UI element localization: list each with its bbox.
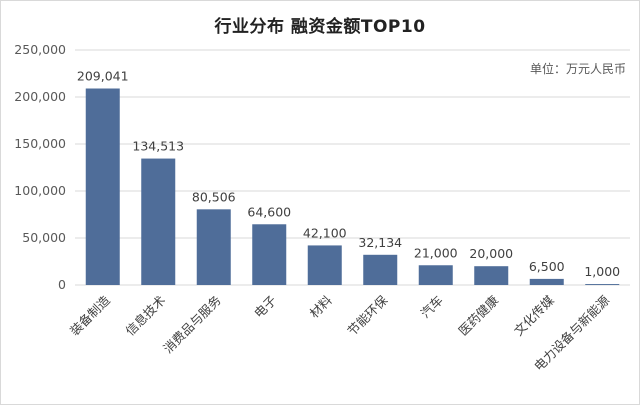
x-category-label: 电子	[251, 293, 279, 321]
bar	[307, 245, 342, 285]
x-category-label: 节能环保	[344, 292, 390, 338]
bar	[585, 284, 620, 285]
data-label: 1,000	[584, 264, 620, 279]
data-label: 32,134	[358, 235, 402, 250]
x-category-label: 汽车	[418, 293, 446, 321]
bar	[363, 254, 398, 285]
bar	[196, 209, 231, 285]
bar	[252, 224, 287, 285]
x-category-label: 医药健康	[455, 292, 501, 338]
bar	[85, 88, 120, 285]
y-tick-label: 0	[58, 277, 66, 292]
data-label: 20,000	[469, 246, 513, 261]
data-labels: 209,041 134,513 80,506 64,600 42,100 32,134 21…	[77, 69, 620, 280]
data-label: 6,500	[529, 259, 565, 274]
data-label: 64,600	[247, 204, 291, 219]
y-tick-label: 50,000	[22, 230, 66, 245]
bar	[529, 278, 564, 285]
x-category-label: 信息技术	[122, 292, 168, 338]
bars	[85, 88, 620, 285]
data-label: 209,041	[77, 69, 129, 84]
chart-title: 行业分布 融资金额TOP10	[214, 17, 426, 37]
x-category-label: 材料	[307, 292, 336, 321]
data-label: 21,000	[414, 245, 458, 260]
x-category-label: 装备制造	[67, 292, 113, 338]
y-tick-label: 150,000	[14, 136, 66, 151]
unit-note: 单位：万元人民币	[529, 62, 626, 76]
x-category-label: 文化传媒	[511, 292, 557, 338]
bar	[474, 266, 509, 285]
y-axis-ticks: 0 50,000 100,000 150,000 200,000 250,000	[14, 42, 66, 292]
y-tick-label: 200,000	[14, 89, 66, 104]
data-label: 134,513	[132, 139, 184, 154]
x-category-label: 消费品与服务	[160, 293, 224, 357]
y-tick-label: 250,000	[14, 42, 66, 57]
y-tick-label: 100,000	[14, 183, 66, 198]
bar	[141, 158, 176, 285]
data-label: 80,506	[192, 189, 236, 204]
bar	[418, 265, 453, 285]
data-label: 42,100	[303, 225, 347, 240]
